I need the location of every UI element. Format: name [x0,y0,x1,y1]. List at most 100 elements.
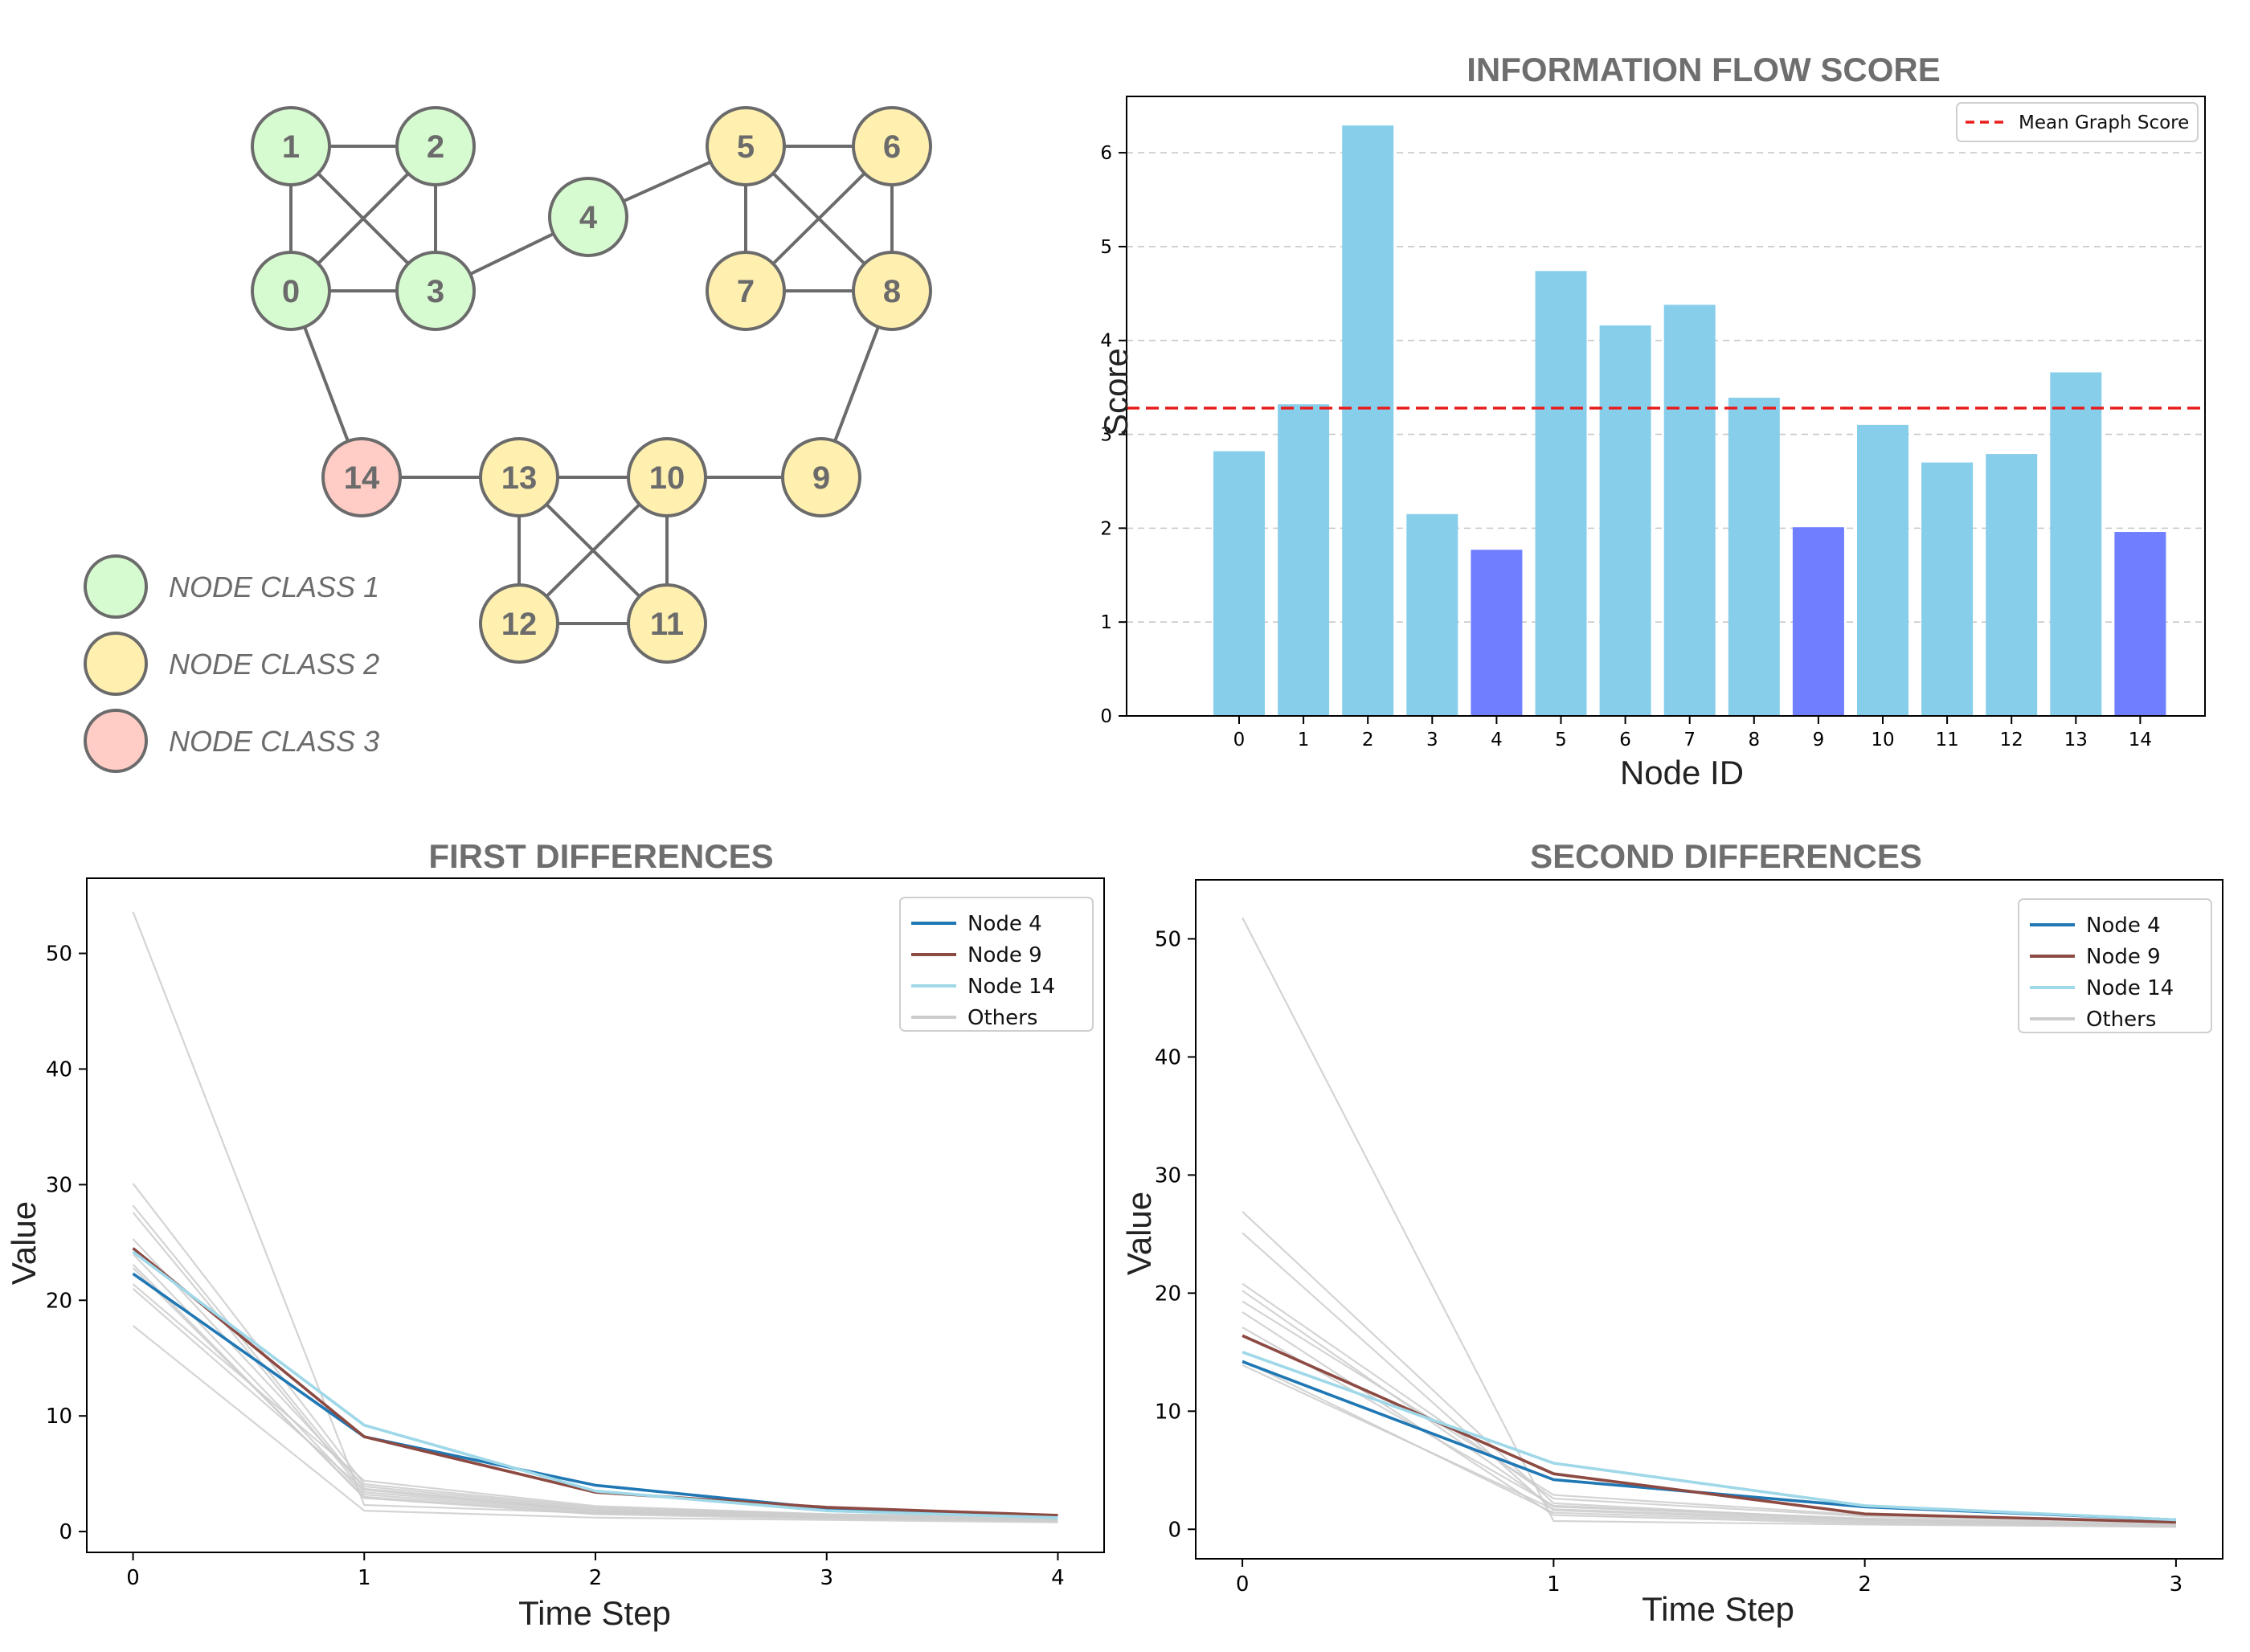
bar-xtick-label: 11 [1935,730,1958,750]
bar-ytick-label: 3 [1100,425,1112,446]
node-circle [706,106,786,186]
node-circle [479,583,559,664]
node-0: 0 [251,251,331,331]
fd-xtick-label: 4 [1051,1566,1065,1590]
fd-legend-label: Others [968,1006,1037,1030]
bar-x-label: Node ID [1620,754,1744,791]
sd-line-node-4 [1242,1360,2176,1522]
bar-ytick-label: 5 [1100,237,1112,258]
sd-ytick-label: 40 [1155,1045,1181,1069]
bar-xtick-label: 8 [1748,730,1760,750]
bar-ytick-label: 6 [1100,143,1112,164]
fd-line-node-4 [132,1272,1058,1519]
bar-xtick-label: 2 [1362,730,1374,750]
bar-node-10 [1857,424,1908,716]
node-circle [627,437,707,517]
node-6: 6 [852,106,932,186]
fd-legend-box [899,897,1094,1032]
sd-xtick-label: 2 [1858,1572,1872,1597]
bar-node-11 [1921,462,1974,716]
sd-xtick-label: 1 [1547,1572,1561,1597]
bar-series [1213,125,2166,717]
node-label: 4 [579,200,598,235]
bar-node-14 [2114,532,2166,716]
node-8: 8 [852,251,932,331]
second-diff-frame [1195,879,2223,1560]
sd-xtick-label: 3 [2170,1572,2183,1597]
bar-legend-box [1956,102,2199,142]
bar-xtick-label: 10 [1871,730,1894,750]
node-circle [852,106,932,186]
first-diff-legend: Node 4 Node 9 Node 14 Others [899,897,1094,1032]
node-label: 2 [427,129,444,165]
second-differences-chart: SECOND DIFFERENCES 0 10 20 30 40 50 0 1 2 3 Valu… [1120,837,2223,1628]
node-label: 10 [649,460,685,496]
first-diff-x-ticks: 0 1 2 3 4 [126,1552,1065,1590]
sd-ytick-label: 30 [1155,1163,1181,1188]
node-3: 3 [395,251,476,331]
sd-other-line-5 [1242,1300,2176,1523]
legend-label-class-2: NODE CLASS 2 [169,648,379,681]
bar-plot-frame [1126,96,2206,717]
first-differences-chart: FIRST DIFFERENCES 0 10 20 30 40 50 0 1 2 3 4 Valu… [5,837,1105,1632]
bar-node-2 [1342,125,1394,717]
sd-other-line-9 [1242,1364,2176,1527]
fd-other-line-4 [132,1238,1058,1520]
sd-other-line-8 [1242,1360,2176,1528]
node-2: 2 [395,106,476,186]
bar-xtick-label: 4 [1491,730,1503,750]
fd-ytick-label: 50 [46,943,72,967]
first-diff-y-ticks: 0 10 20 30 40 50 [46,943,87,1544]
sd-other-line-3 [1242,1282,2176,1524]
sd-line-node-14 [1242,1351,2176,1522]
fd-legend-label: Node 9 [968,943,1042,967]
sd-other-line-1 [1242,1211,2176,1526]
bar-xtick-label: 9 [1813,730,1825,750]
node-circle [706,251,786,331]
sd-ytick-label: 10 [1155,1400,1181,1424]
bar-y-label: Score [1097,348,1135,436]
node-12: 12 [479,583,559,664]
bar-y-ticks: 0 1 2 3 4 5 6 [1100,143,1127,727]
first-diff-other-lines [132,911,1058,1523]
node-label: 1 [282,129,300,165]
node-7: 7 [706,251,786,331]
node-label: 11 [650,607,684,642]
node-10: 10 [627,437,707,517]
node-circle [781,437,861,517]
bar-node-0 [1213,451,1265,716]
bar-xtick-label: 6 [1619,730,1631,750]
fd-other-line-10 [132,1267,1058,1523]
fd-xtick-label: 2 [589,1566,603,1590]
legend-swatch-class-1 [84,554,148,619]
fd-xtick-label: 0 [126,1566,140,1590]
second-diff-y-label: Value [1120,1192,1158,1275]
node-circle [479,437,559,517]
bar-node-3 [1406,513,1458,716]
bar-xtick-label: 5 [1555,730,1567,750]
fd-xtick-label: 3 [820,1566,833,1590]
node-label: 6 [883,129,901,165]
fd-other-line-9 [132,1325,1058,1523]
node-circle [395,106,476,186]
legend-swatch-class-2 [84,632,148,696]
node-label: 14 [344,460,380,496]
sd-legend-label: Others [2086,1008,2156,1032]
bar-ytick-label: 1 [1100,612,1112,633]
node-9: 9 [781,437,861,517]
bar-xtick-label: 13 [2064,730,2088,750]
bar-ytick-label: 4 [1100,331,1112,352]
second-diff-y-ticks: 0 10 20 30 40 50 [1155,927,1196,1542]
first-diff-title: FIRST DIFFERENCES [428,837,773,875]
sd-line-node-9 [1242,1334,2176,1524]
bar-xtick-label: 7 [1683,730,1696,750]
second-diff-x-label: Time Step [1642,1590,1794,1628]
fd-ytick-label: 40 [46,1057,72,1082]
bar-node-13 [2050,372,2102,716]
bar-node-8 [1728,397,1780,716]
sd-xtick-label: 0 [1236,1572,1250,1597]
node-14: 14 [321,437,402,517]
node-4: 4 [548,177,628,257]
